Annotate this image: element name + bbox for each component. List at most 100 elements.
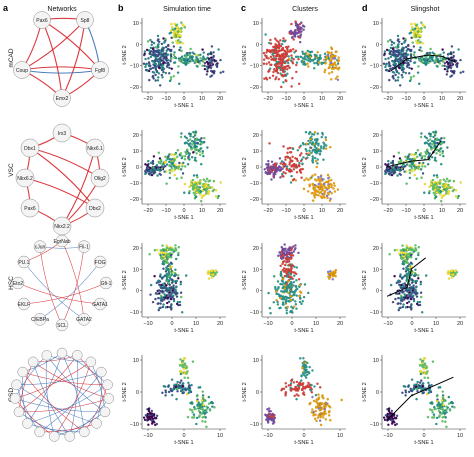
scatter-point — [330, 78, 333, 81]
scatter-point — [393, 62, 397, 66]
scatter-point — [326, 397, 329, 401]
scatter-point — [399, 249, 403, 252]
scatter-point — [280, 53, 284, 56]
scatter-point — [191, 146, 194, 150]
scatter-point — [387, 423, 390, 426]
scatter-point — [457, 48, 460, 51]
scatter-point — [403, 293, 406, 296]
network-edge — [32, 361, 70, 437]
scatter-point — [174, 281, 178, 285]
scatter-point — [303, 393, 306, 396]
scatter-point — [273, 166, 276, 170]
scatter-point — [159, 173, 162, 176]
scatter-point — [310, 191, 313, 195]
scatter-point — [317, 142, 320, 145]
scatter-point — [282, 171, 285, 174]
scatter-point — [267, 49, 271, 52]
scatter-point — [401, 49, 404, 53]
scatter-point — [163, 170, 166, 173]
scatter-point — [459, 71, 462, 74]
network-edge — [61, 246, 85, 326]
scatter-point — [166, 62, 169, 65]
scatter-point — [302, 142, 305, 146]
scatter-point — [210, 45, 214, 48]
network-node — [72, 350, 83, 361]
scatter-point — [287, 45, 290, 48]
scatter-point — [167, 390, 171, 394]
scatter-point — [444, 186, 447, 189]
scatter-point — [322, 158, 325, 161]
network-node — [27, 356, 39, 368]
scatter-point — [291, 60, 294, 64]
scatter-point — [185, 372, 188, 375]
scatter-point — [297, 394, 300, 397]
scatter-point — [289, 253, 293, 257]
y-tick-label: −20 — [250, 197, 259, 203]
network-edge — [18, 398, 109, 413]
scatter-point — [157, 302, 160, 305]
network-node-label: Coup — [16, 68, 28, 74]
scatter-point — [410, 167, 414, 170]
scatter-point — [413, 273, 417, 277]
scatter-point — [286, 279, 290, 283]
scatter-point — [443, 67, 447, 71]
scatter-point — [174, 249, 177, 253]
scatter-point — [443, 188, 446, 191]
scatter-point — [183, 376, 186, 380]
scatter-point — [303, 57, 306, 61]
scatter-point — [402, 384, 406, 388]
scatter-point — [441, 151, 444, 155]
scatter-point — [386, 412, 389, 416]
y-axis-label: t-SNE 2 — [122, 382, 128, 401]
y-axis-label: t-SNE 2 — [362, 382, 368, 401]
scatter-point — [201, 194, 205, 198]
scatter-point — [293, 394, 296, 398]
scatter-point — [393, 60, 397, 63]
scatter-point — [306, 62, 309, 65]
scatter-point — [448, 179, 452, 182]
scatter-point — [416, 148, 420, 152]
scatter-point — [435, 416, 439, 420]
scatter-point — [422, 367, 426, 371]
scatter-point — [394, 79, 397, 82]
network-node-label: Pax6 — [36, 18, 48, 24]
scatter-point — [274, 77, 277, 81]
scatter-point — [315, 54, 318, 58]
scatter-point — [307, 132, 311, 135]
scatter-point — [184, 274, 188, 277]
scatter-point — [393, 248, 397, 252]
scatter-point — [431, 143, 434, 146]
scatter-point — [271, 419, 275, 422]
x-tick-label: −10 — [401, 208, 410, 214]
scatter-point — [170, 169, 173, 173]
scatter-point — [447, 277, 451, 280]
scatter-point — [269, 50, 273, 54]
scatter-point — [157, 289, 161, 292]
scatter-point — [219, 58, 222, 62]
scatter-point — [449, 186, 452, 189]
scatter-point — [329, 178, 333, 182]
scatter-point — [274, 290, 278, 293]
scatter-point — [303, 178, 306, 182]
scatter-point — [185, 55, 188, 59]
scatter-point — [432, 413, 436, 416]
scatter-point — [270, 170, 274, 173]
scatter-point — [398, 292, 401, 295]
scatter-point — [323, 189, 327, 193]
scatter-point — [164, 160, 167, 164]
scatter-point — [422, 391, 425, 395]
scatter-point — [427, 153, 431, 157]
scatter-point — [433, 52, 436, 56]
y-axis-label: t-SNE 2 — [362, 45, 368, 64]
scatter-point — [219, 181, 222, 184]
scatter-point — [185, 392, 189, 396]
scatter-point — [262, 58, 266, 61]
scatter-point — [161, 76, 164, 79]
network-node-label: Gfi-1 — [101, 281, 112, 287]
scatter-point — [398, 283, 401, 286]
scatter-point — [266, 172, 269, 176]
scatter-point — [314, 409, 318, 413]
scatter-point — [416, 42, 419, 45]
scatter-point — [169, 29, 173, 33]
